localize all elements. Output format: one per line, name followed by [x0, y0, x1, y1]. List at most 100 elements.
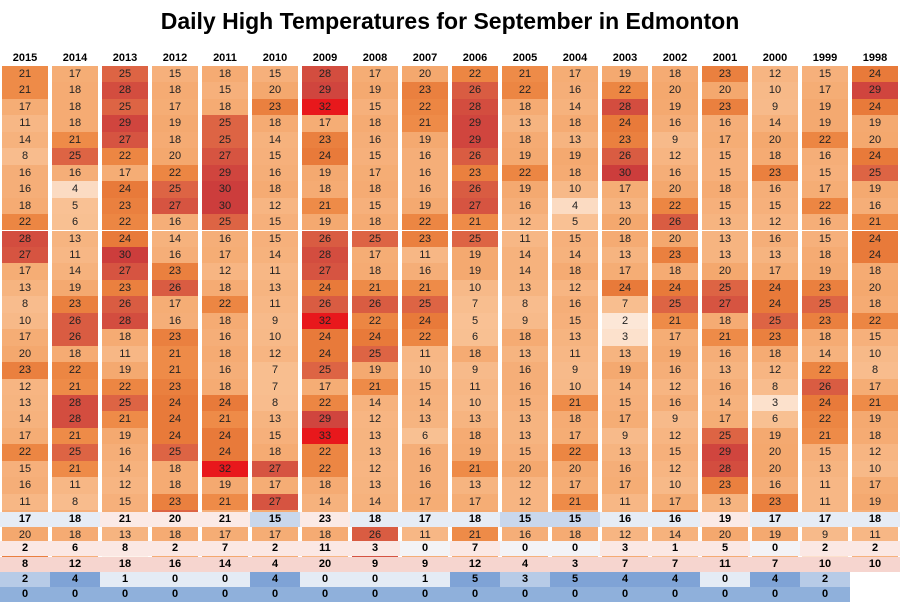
heat-cell: 16 [652, 362, 698, 379]
heat-cell: 24 [402, 312, 448, 330]
heat-cell: 17 [802, 181, 848, 198]
summary-cell: 6 [50, 541, 100, 556]
heat-cell: 18 [352, 115, 398, 132]
heat-cell: 12 [552, 279, 598, 297]
heat-cell: 13 [452, 411, 498, 428]
heat-cell: 11 [252, 263, 298, 280]
summary-cell: 10 [850, 557, 900, 572]
heat-cell: 21 [402, 279, 448, 297]
heat-cell: 20 [152, 148, 198, 165]
heat-cell: 24 [152, 427, 198, 445]
heat-cell: 28 [102, 82, 148, 99]
heat-cell: 17 [302, 115, 348, 132]
heat-cell: 20 [852, 131, 898, 149]
heat-cell: 17 [2, 263, 48, 280]
heat-cell: 4 [552, 197, 598, 215]
heat-cell: 25 [52, 148, 98, 165]
heat-cell: 15 [702, 148, 748, 165]
heat-cell: 24 [202, 395, 248, 412]
heat-cell: 13 [602, 444, 648, 461]
heat-cell: 19 [102, 362, 148, 379]
column-header: 2011 [213, 52, 237, 64]
heat-cell: 11 [402, 345, 448, 363]
heat-cell: 16 [652, 115, 698, 132]
heat-cell: 25 [802, 296, 848, 313]
heat-cell: 18 [252, 444, 298, 461]
heat-cell: 19 [502, 181, 548, 198]
summary-cell: 3 [550, 557, 600, 572]
heat-cell: 18 [202, 345, 248, 363]
heat-cell: 18 [552, 164, 598, 182]
heat-cell: 15 [802, 230, 848, 247]
heat-cell: 18 [852, 427, 898, 445]
heat-cell: 21 [2, 82, 48, 99]
heat-cell: 17 [352, 66, 398, 83]
heat-cell: 16 [202, 230, 248, 247]
heat-cell: 13 [802, 460, 848, 478]
heat-cell: 25 [202, 131, 248, 149]
heat-cell: 25 [102, 395, 148, 412]
heat-cell: 21 [52, 378, 98, 395]
heat-cell: 22 [102, 148, 148, 165]
heat-cell: 19 [402, 197, 448, 215]
heat-cell: 14 [252, 131, 298, 149]
heat-cell: 19 [352, 82, 398, 99]
heat-cell: 22 [802, 197, 848, 215]
heat-cell: 22 [302, 460, 348, 478]
heat-cell: 16 [402, 148, 448, 165]
heat-cell: 25 [752, 312, 798, 330]
heat-cell: 19 [802, 263, 848, 280]
heat-cell: 27 [102, 263, 148, 280]
heat-cell: 27 [2, 246, 48, 264]
summary-cell: 0 [400, 587, 450, 602]
heat-cell: 21 [202, 411, 248, 428]
heat-cell: 19 [502, 148, 548, 165]
heat-cell: 21 [52, 427, 98, 445]
heat-cell: 19 [852, 181, 898, 198]
heat-cell: 20 [402, 66, 448, 83]
heat-cell: 19 [102, 427, 148, 445]
heat-cell: 12 [752, 214, 798, 231]
heat-cell: 22 [552, 444, 598, 461]
heat-cell: 13 [702, 214, 748, 231]
summary-cell: 12 [50, 557, 100, 572]
heat-cell: 13 [452, 477, 498, 494]
heat-cell: 24 [852, 230, 898, 247]
heat-cell: 22 [2, 214, 48, 231]
heat-cell: 16 [352, 131, 398, 149]
heat-cell: 22 [452, 66, 498, 83]
heat-cell: 12 [2, 378, 48, 395]
heat-cell: 23 [52, 296, 98, 313]
heat-cell: 18 [852, 296, 898, 313]
summary-cell: 0 [400, 541, 450, 556]
heat-cell: 15 [252, 230, 298, 247]
heat-cell: 32 [202, 460, 248, 478]
heat-cell: 29 [102, 115, 148, 132]
heat-cell: 19 [152, 115, 198, 132]
heat-cell: 16 [502, 378, 548, 395]
summary-cell: 7 [200, 541, 250, 556]
column-header: 2007 [412, 52, 438, 64]
summary-cell: 7 [750, 557, 800, 572]
heat-cell: 22 [402, 329, 448, 346]
summary-cell: 2 [150, 541, 200, 556]
column-header: 1998 [862, 52, 888, 64]
heat-cell: 27 [102, 131, 148, 149]
heat-cell: 10 [852, 345, 898, 363]
heat-cell: 16 [552, 296, 598, 313]
heat-cell: 18 [352, 181, 398, 198]
heat-cell: 21 [402, 115, 448, 132]
heat-cell: 13 [502, 411, 548, 428]
heat-cell: 25 [202, 115, 248, 132]
heat-cell: 27 [702, 296, 748, 313]
heat-cell: 9 [652, 131, 698, 149]
heat-cell: 16 [402, 164, 448, 182]
heat-cell: 13 [52, 230, 98, 247]
heat-cell: 24 [652, 279, 698, 297]
heat-cell: 30 [602, 164, 648, 182]
heat-cell: 18 [202, 66, 248, 83]
heat-cell: 16 [602, 460, 648, 478]
heat-cell: 18 [2, 197, 48, 215]
heat-cell: 18 [152, 131, 198, 149]
heat-cell: 12 [852, 444, 898, 461]
